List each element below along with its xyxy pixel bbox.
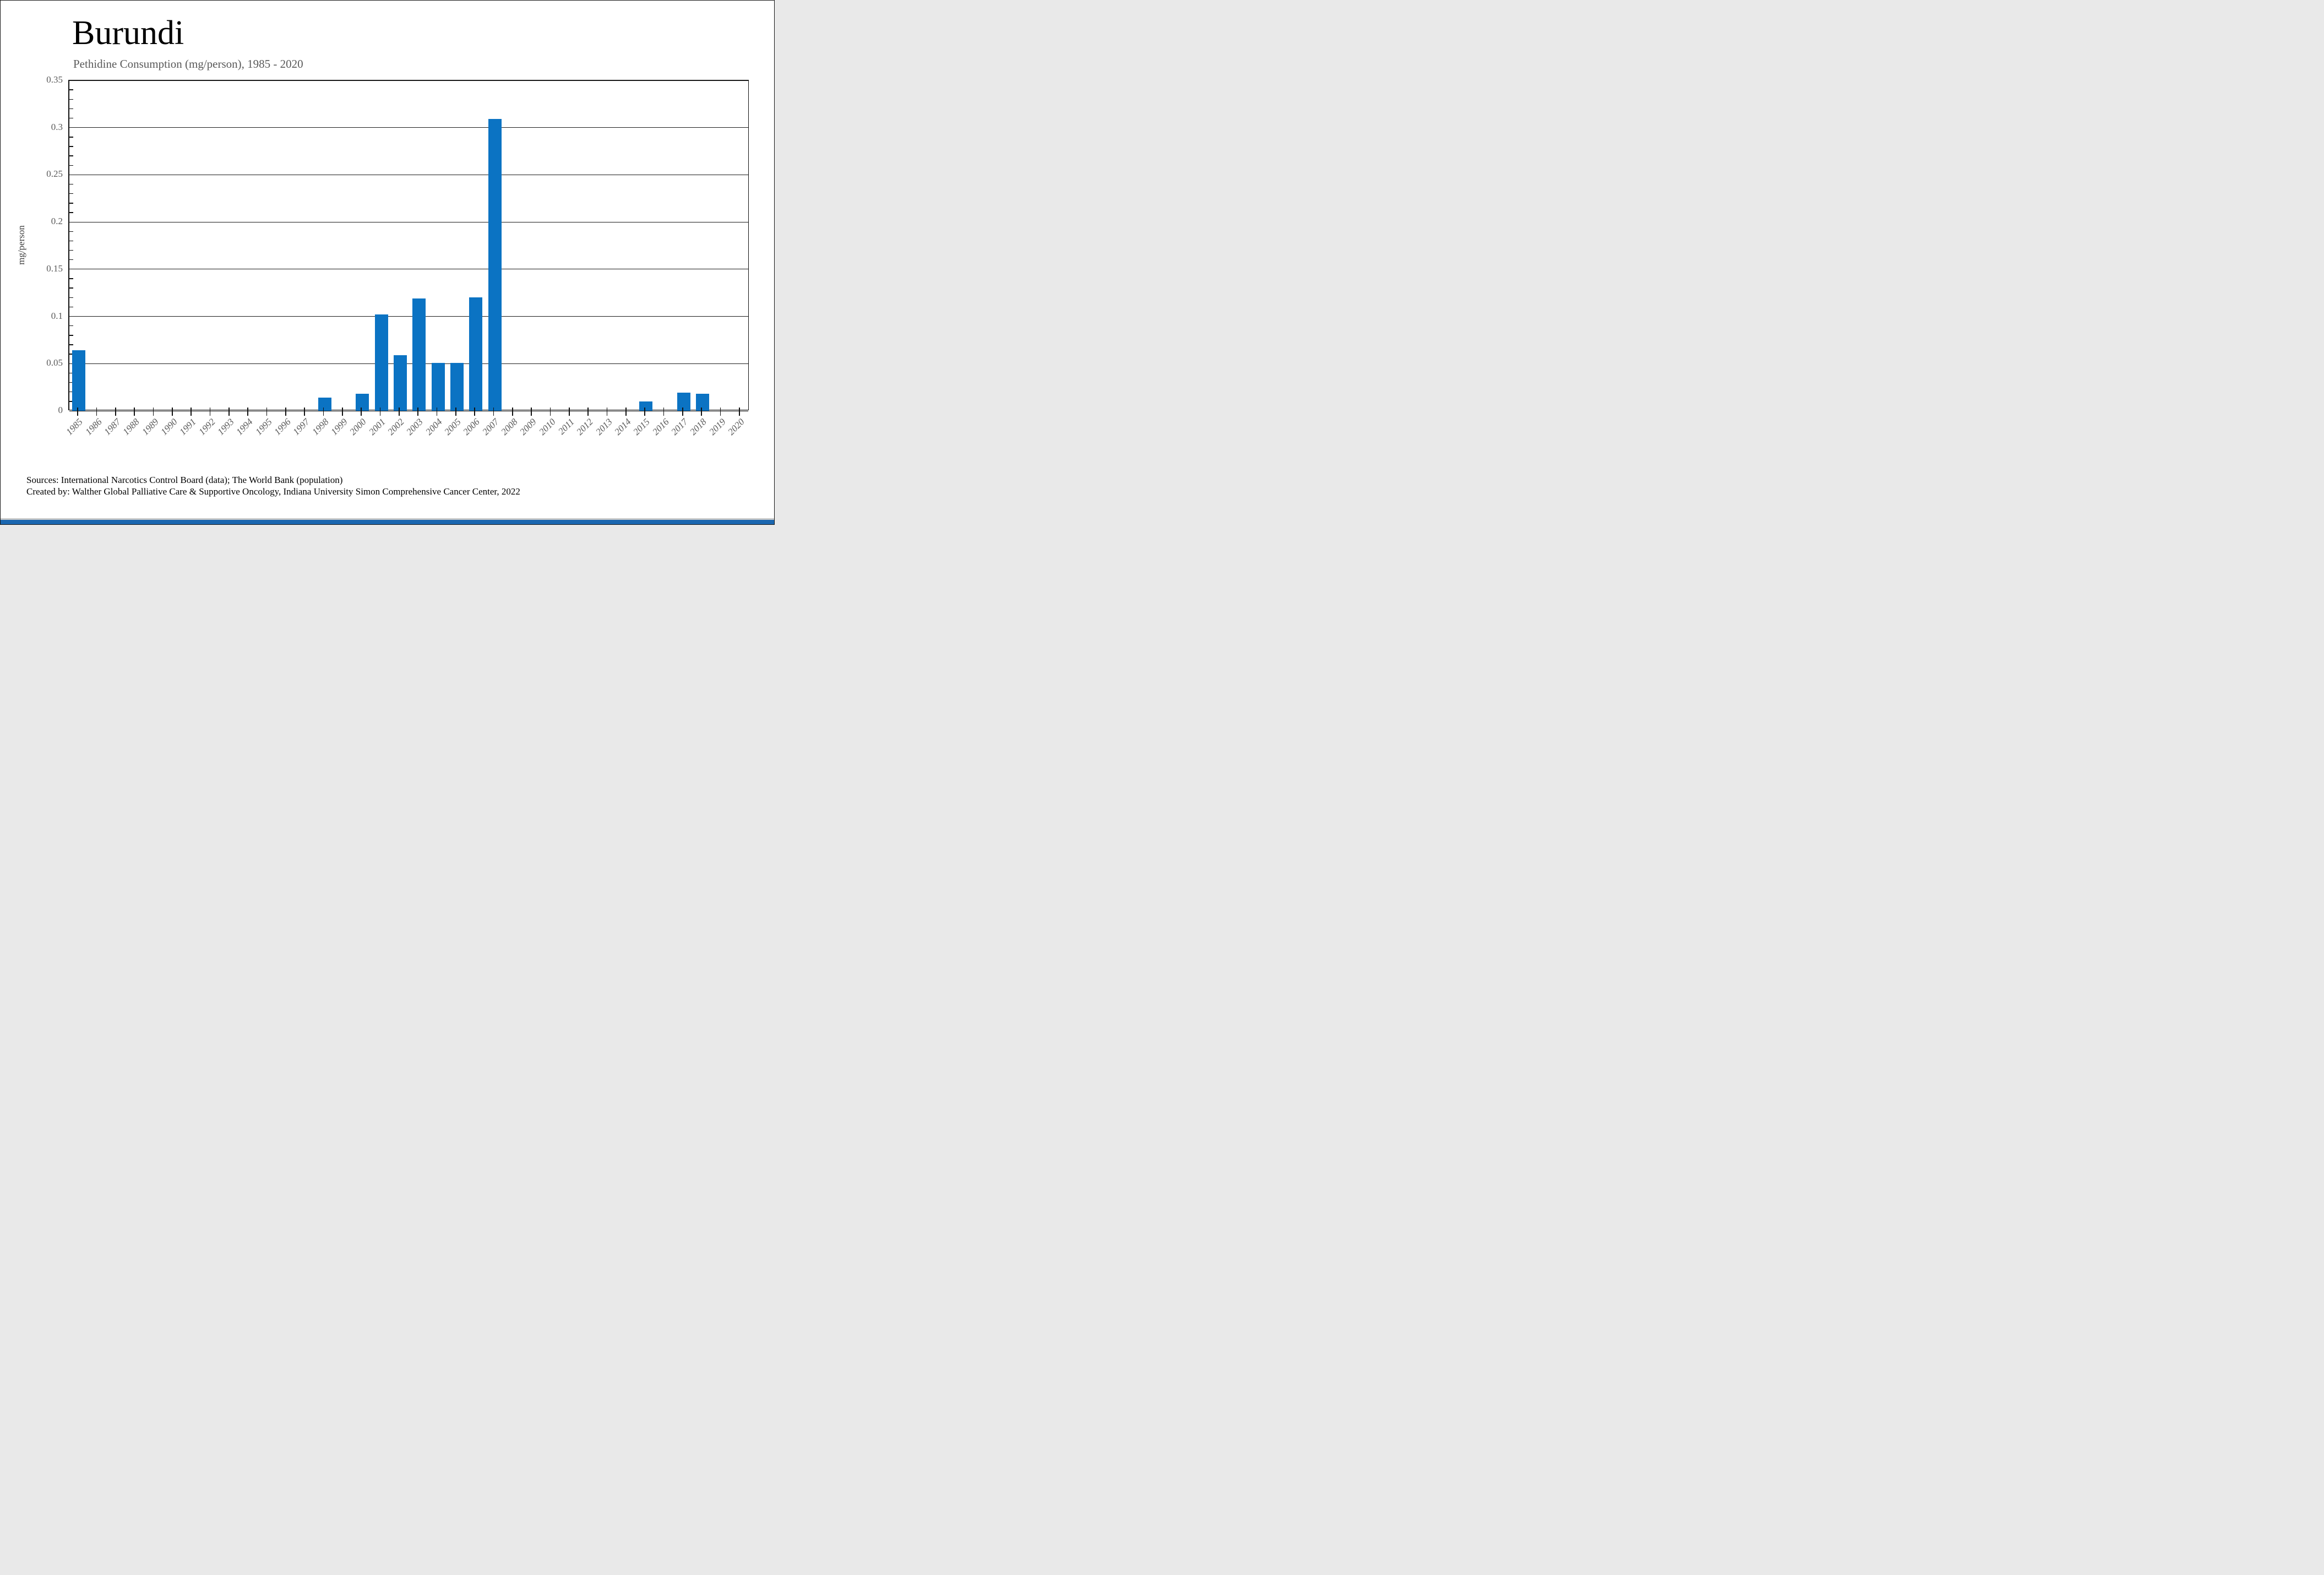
bar-2001 [374, 314, 388, 411]
bar-2018 [696, 394, 710, 411]
y-minor-tick [69, 297, 73, 298]
gridline [69, 127, 748, 128]
x-tick-mark [323, 408, 324, 416]
y-minor-tick [69, 240, 73, 242]
x-tick-mark [172, 408, 173, 416]
y-minor-tick [69, 99, 73, 100]
y-minor-tick [69, 193, 73, 194]
x-tick-mark [549, 408, 551, 416]
y-minor-tick [69, 306, 73, 308]
x-tick-mark [285, 408, 286, 416]
x-tick-mark [379, 408, 381, 416]
plot-area [68, 80, 749, 411]
x-tick-mark [209, 408, 211, 416]
y-minor-tick [69, 391, 73, 393]
y-tick-label: 0.1 [51, 310, 63, 321]
footer-created-by-line: Created by: Walther Global Palliative Ca… [26, 486, 520, 497]
y-axis-title: mg/person [16, 225, 26, 265]
x-tick-mark [474, 408, 475, 416]
y-minor-tick [69, 344, 73, 345]
y-minor-tick [69, 278, 73, 279]
y-minor-tick [69, 382, 73, 383]
x-tick-mark [644, 408, 645, 416]
y-tick-label: 0.25 [46, 169, 63, 180]
x-tick-mark [228, 408, 230, 416]
x-tick-mark [569, 408, 570, 416]
x-tick-mark [663, 408, 665, 416]
y-minor-tick [69, 137, 73, 138]
y-minor-tick [69, 372, 73, 374]
x-tick-mark [247, 408, 248, 416]
y-minor-tick [69, 231, 73, 232]
y-minor-tick [69, 183, 73, 185]
y-minor-tick [69, 335, 73, 336]
gridline [69, 80, 748, 81]
x-tick-mark [606, 408, 608, 416]
bar-1985 [72, 350, 86, 411]
footer-sources-line: Sources: International Narcotics Control… [26, 475, 343, 485]
chart-title: Burundi [72, 14, 184, 52]
chart-window: Burundi Pethidine Consumption (mg/person… [0, 0, 775, 525]
y-tick-label: 0 [58, 405, 63, 415]
x-tick-mark [342, 408, 343, 416]
y-minor-tick [69, 259, 73, 260]
x-tick-mark [739, 408, 740, 416]
y-minor-tick [69, 212, 73, 213]
bar-2004 [431, 362, 445, 411]
x-tick-mark [361, 408, 362, 416]
y-tick-label: 0.15 [46, 263, 63, 274]
x-tick-mark [399, 408, 400, 416]
x-tick-mark [417, 408, 418, 416]
x-tick-mark [266, 408, 268, 416]
bar-2003 [412, 298, 426, 411]
y-minor-tick [69, 117, 73, 119]
y-minor-tick [69, 401, 73, 402]
x-tick-mark [77, 408, 78, 416]
x-tick-mark [701, 408, 702, 416]
window-bottom-bar [1, 520, 774, 524]
y-minor-tick [69, 325, 73, 327]
y-tick-label: 0.3 [51, 121, 63, 132]
y-minor-tick [69, 354, 73, 355]
x-tick-mark [191, 408, 192, 416]
x-tick-mark [153, 408, 154, 416]
y-tick-label: 0.2 [51, 216, 63, 227]
y-minor-tick [69, 249, 73, 251]
y-tick-label: 0.05 [46, 357, 63, 368]
bar-2002 [393, 355, 407, 411]
bar-2005 [450, 362, 464, 411]
y-minor-tick [69, 203, 73, 204]
chart-subtitle: Pethidine Consumption (mg/person), 1985 … [73, 57, 303, 70]
x-tick-mark [587, 408, 589, 416]
x-tick-mark [625, 408, 627, 416]
bar-2000 [356, 394, 369, 411]
x-tick-mark [115, 408, 116, 416]
bar-2017 [677, 393, 690, 411]
y-tick-label: 0.35 [46, 74, 63, 85]
y-minor-tick [69, 165, 73, 166]
x-tick-mark [304, 408, 305, 416]
y-minor-tick [69, 108, 73, 110]
x-tick-mark [531, 408, 532, 416]
x-tick-mark [682, 408, 683, 416]
x-tick-mark [455, 408, 456, 416]
x-tick-mark [436, 408, 438, 416]
x-tick-mark [493, 408, 494, 416]
gridline [69, 316, 748, 317]
y-minor-tick [69, 146, 73, 147]
x-tick-mark [96, 408, 97, 416]
x-tick-mark [512, 408, 513, 416]
gridline [69, 363, 748, 364]
bar-1998 [318, 398, 331, 411]
y-minor-tick [69, 89, 73, 90]
bar-2007 [488, 119, 502, 411]
footer: Sources: International Narcotics Control… [26, 474, 520, 497]
y-minor-tick [69, 155, 73, 156]
bar-2006 [469, 297, 483, 411]
y-minor-tick [69, 287, 73, 289]
window-bottom-divider [1, 518, 774, 520]
x-tick-mark [720, 408, 721, 416]
x-tick-mark [134, 408, 135, 416]
bar-2015 [639, 401, 653, 411]
